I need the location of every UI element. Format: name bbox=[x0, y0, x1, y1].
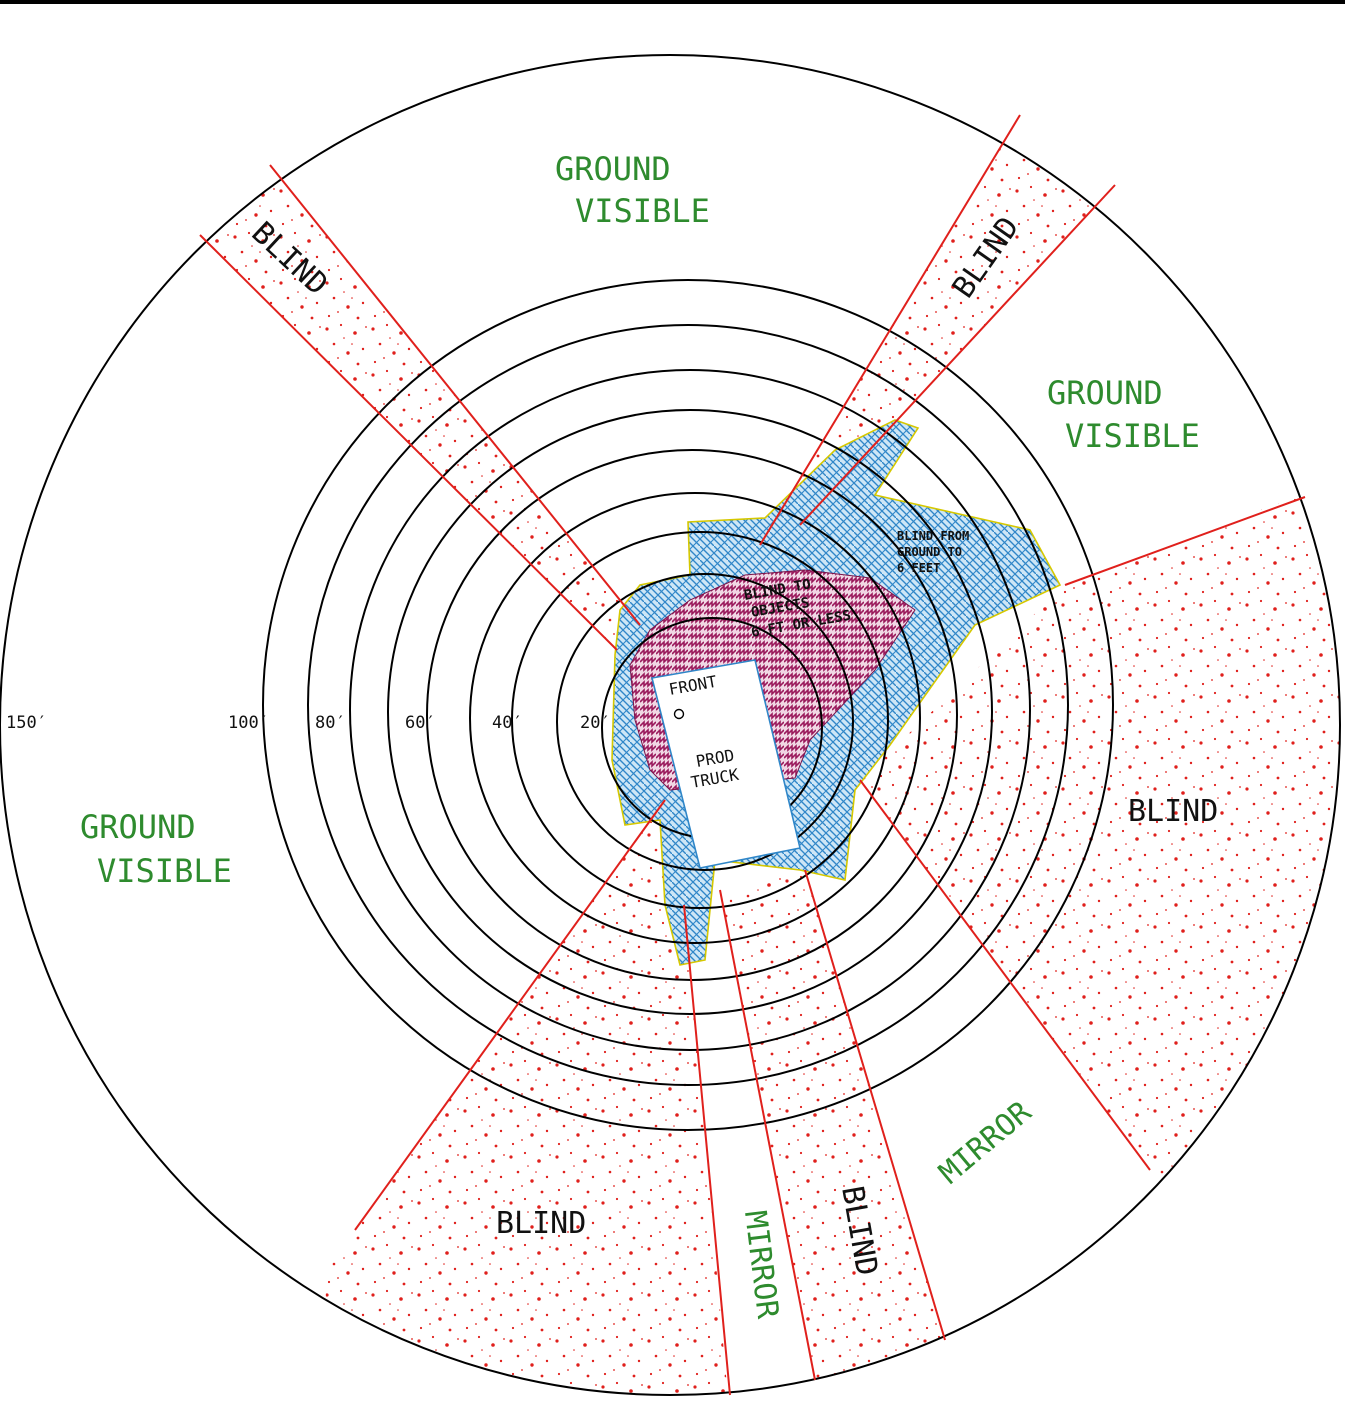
mirror-label-bottom-center: MIRROR bbox=[737, 1209, 785, 1322]
blind-ground-to-6ft-line1: BLIND FROM bbox=[897, 529, 969, 543]
blind-label-right: BLIND bbox=[1128, 794, 1218, 829]
blind-label-bottom-left: BLIND bbox=[496, 1206, 586, 1241]
blind-ground-to-6ft-line2: GROUND TO bbox=[897, 545, 962, 559]
ground-visible-left-line2: VISIBLE bbox=[97, 852, 232, 890]
ground-visible-right-line2: VISIBLE bbox=[1065, 417, 1200, 455]
range-label-40: 40′ bbox=[492, 713, 523, 733]
range-label-20: 20′ bbox=[580, 713, 611, 733]
ground-visible-left-line1: GROUND bbox=[80, 808, 196, 846]
sight-line bbox=[270, 165, 640, 625]
range-label-100: 100′ bbox=[228, 713, 269, 733]
range-label-60: 60′ bbox=[405, 713, 436, 733]
ground-visible-right-line1: GROUND bbox=[1047, 374, 1163, 412]
range-label-80: 80′ bbox=[315, 713, 346, 733]
mirror-label-bottom-right: MIRROR bbox=[933, 1094, 1039, 1191]
ground-visible-top-line2: VISIBLE bbox=[575, 192, 710, 230]
ground-visible-top-line1: GROUND bbox=[555, 150, 671, 188]
range-label-150: 150′ bbox=[6, 713, 47, 733]
blind-ground-to-6ft-line3: 6 FEET bbox=[897, 561, 940, 575]
